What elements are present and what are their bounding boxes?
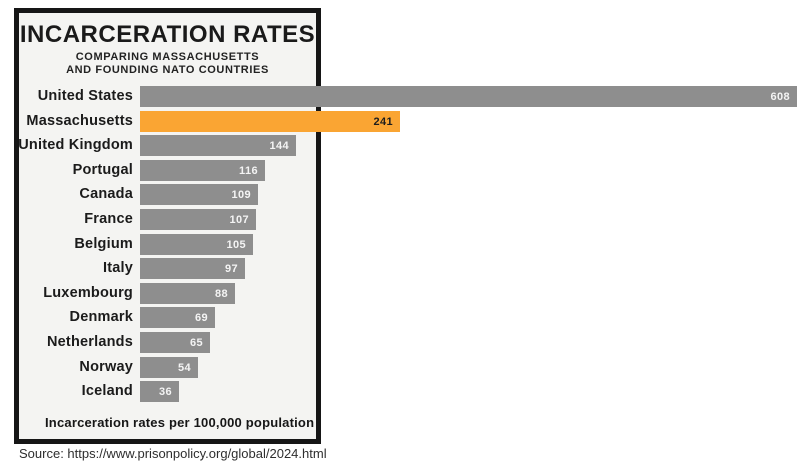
chart-title: INCARCERATION RATES (19, 21, 316, 48)
bar-row: Netherlands 65 (0, 332, 800, 353)
bar: 105 (140, 233, 253, 255)
value-label: 116 (239, 164, 258, 177)
value-label: 608 (770, 91, 790, 103)
chart-panel-inner: INCARCERATION RATES COMPARING MASSACHUSE… (19, 13, 316, 439)
bar-row: Denmark 69 (0, 307, 800, 329)
bar-highlighted: 241 (140, 110, 400, 132)
category-label: Norway (79, 358, 133, 375)
category-label: Italy (102, 260, 133, 277)
value-label: 54 (177, 361, 191, 374)
bar: 36 (140, 381, 179, 403)
bar-row: Canada 109 (0, 184, 800, 206)
value-label: 241 (373, 115, 393, 128)
value-label: 107 (229, 214, 249, 226)
bar-row: Italy 97 (0, 258, 800, 280)
source-line: Source: https://www.prisonpolicy.org/glo… (19, 446, 327, 461)
value-label: 109 (231, 189, 251, 202)
category-label: Denmark (69, 309, 133, 326)
bar: 144 (140, 135, 296, 157)
bar: 65 (140, 332, 210, 353)
category-label: Luxembourg (43, 284, 133, 301)
bar: 54 (140, 356, 198, 378)
bar-row: France 107 (0, 209, 800, 230)
bar: 109 (140, 184, 258, 206)
chart-footnote: Incarceration rates per 100,000 populati… (45, 415, 315, 430)
chart-subtitle-line2: AND FOUNDING NATO COUNTRIES (66, 64, 269, 76)
category-label: Canada (79, 186, 133, 203)
category-label: Massachusetts (26, 112, 133, 129)
bar-row: Norway 54 (0, 356, 800, 378)
bar-rows: United States 608 Massachusetts 241 United K… (0, 86, 800, 426)
category-label: United States (37, 88, 133, 104)
chart-subtitle-line1: COMPARING MASSACHUSETTS (75, 51, 260, 63)
value-label: 88 (214, 287, 228, 300)
value-label: 65 (189, 337, 203, 349)
value-label: 144 (269, 140, 289, 153)
category-label: United Kingdom (18, 137, 133, 154)
bar-row: United States 608 (0, 86, 800, 107)
category-label: France (84, 211, 133, 227)
bar-row: Luxembourg 88 (0, 282, 800, 304)
category-label: Iceland (81, 383, 133, 400)
bar-row: Massachusetts 241 (0, 110, 800, 132)
bar: 116 (140, 159, 265, 181)
bar-row: Belgium 105 (0, 233, 800, 255)
bar: 88 (140, 282, 235, 304)
bar: 608 (140, 86, 797, 107)
bar: 107 (140, 209, 256, 230)
bar-row: United Kingdom 144 (0, 135, 800, 157)
category-label: Portugal (72, 161, 133, 178)
chart-subtitle: COMPARING MASSACHUSETTS AND FOUNDING NAT… (19, 51, 316, 77)
value-label: 36 (158, 386, 172, 399)
bar: 69 (140, 307, 215, 329)
value-label: 69 (194, 312, 208, 325)
category-label: Netherlands (47, 334, 133, 350)
bar-row: Portugal 116 (0, 159, 800, 181)
value-label: 97 (224, 263, 238, 276)
bar: 97 (140, 258, 245, 280)
bar-row: Iceland 36 (0, 381, 800, 403)
category-label: Belgium (74, 235, 133, 252)
value-label: 105 (226, 238, 246, 251)
